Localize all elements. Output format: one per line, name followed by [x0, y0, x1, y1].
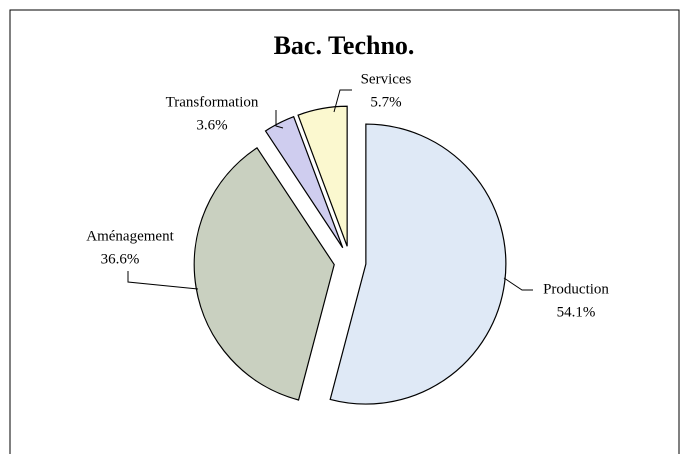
- slice-value-label: 54.1%: [557, 304, 596, 320]
- pie-slice: [193, 146, 335, 401]
- pie-slice: [264, 115, 344, 249]
- leader-line: [333, 89, 352, 113]
- leader-line: [127, 271, 199, 290]
- slice-label: Services: [361, 71, 412, 87]
- leader-line: [275, 110, 284, 129]
- chart-title: Bac. Techno.: [274, 31, 415, 60]
- slice-value-label: 5.7%: [370, 94, 401, 110]
- slice-label: Aménagement: [86, 228, 174, 244]
- slice-label: Production: [543, 281, 609, 297]
- pie-slice: [297, 105, 348, 247]
- slice-label: Transformation: [166, 94, 259, 110]
- leader-line: [503, 277, 533, 291]
- slice-value-label: 36.6%: [101, 251, 140, 267]
- slice-value-label: 3.6%: [196, 117, 227, 133]
- pie-slice: [329, 123, 507, 405]
